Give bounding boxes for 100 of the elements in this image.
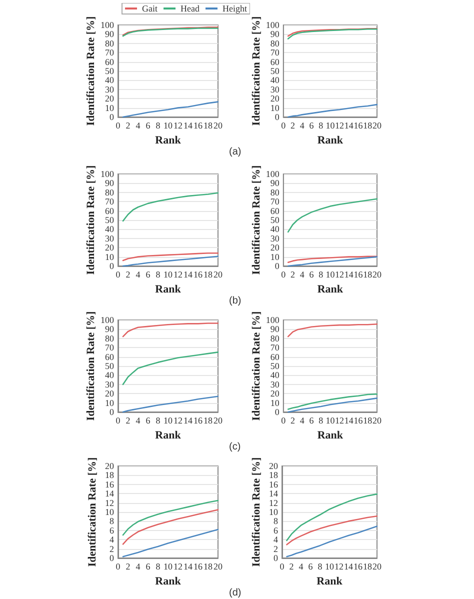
x-tick-label: 10 [164, 562, 173, 572]
x-tick-label: 14 [344, 270, 354, 280]
x-tick-label: 18 [363, 120, 373, 130]
y-tick-label: 20 [105, 388, 114, 399]
x-tick-label: 2 [290, 270, 296, 280]
line-series [122, 500, 219, 536]
y-tick-label: 0 [110, 407, 114, 417]
x-tick-label: 8 [156, 562, 161, 572]
line-series [122, 528, 219, 558]
x-tick-label: 16 [194, 270, 203, 280]
y-tick-label: 10 [105, 102, 114, 113]
legend-label: Head [180, 4, 200, 14]
x-tick-label: 2 [126, 562, 130, 572]
x-tick-label: 20 [214, 270, 223, 280]
y-tick-label: 16 [269, 479, 278, 490]
x-axis-title: Rank [155, 134, 182, 146]
x-tick-label: 10 [325, 562, 334, 572]
y-tick-label: 12 [269, 498, 278, 508]
y-tick-label: 20 [105, 461, 114, 471]
x-tick-label: 2 [290, 120, 296, 130]
y-tick-label: 0 [274, 553, 278, 563]
y-tick-label: 20 [105, 94, 114, 104]
x-axis-title: Rank [317, 283, 344, 296]
line-series [122, 252, 219, 262]
x-tick-label: 0 [281, 120, 286, 130]
y-tick-label: 40 [270, 224, 280, 234]
x-tick-label: 12 [174, 120, 182, 130]
x-tick-label: 14 [184, 120, 193, 130]
line-series [287, 393, 378, 410]
x-tick-label: 6 [308, 562, 314, 572]
y-tick-label: 8 [110, 516, 114, 526]
x-tick-label: 8 [318, 416, 324, 426]
x-tick-label: 4 [136, 270, 141, 280]
y-tick-label: 80 [105, 187, 114, 198]
y-tick-label: 30 [105, 379, 114, 390]
y-tick-label: 10 [105, 252, 114, 262]
y-tick-label: 60 [270, 56, 280, 67]
line-series [122, 256, 219, 267]
y-tick-label: 14 [105, 488, 114, 499]
y-tick-label: 40 [270, 75, 280, 86]
line-series [287, 28, 378, 40]
y-tick-label: 10 [105, 398, 114, 408]
x-axis-title: Rank [155, 575, 182, 588]
legend-label: Height [222, 4, 248, 14]
x-tick-label: 4 [298, 562, 304, 572]
y-tick-label: 40 [270, 370, 280, 380]
y-tick-label: 12 [105, 498, 114, 508]
x-tick-label: 14 [344, 416, 354, 426]
y-axis-title: Identification Rate [%] [85, 311, 98, 421]
y-tick-label: 0 [274, 112, 280, 122]
y-tick-label: 18 [269, 470, 278, 480]
x-tick-label: 18 [204, 120, 213, 130]
y-tick-label: 60 [270, 206, 280, 216]
y-tick-label: 90 [270, 29, 280, 40]
x-tick-label: 10 [326, 270, 336, 280]
x-tick-label: 20 [214, 562, 223, 572]
x-tick-label: 8 [318, 562, 323, 572]
x-tick-label: 2 [126, 120, 130, 130]
x-tick-label: 16 [354, 416, 364, 426]
y-tick-label: 6 [110, 525, 114, 536]
y-tick-label: 80 [105, 333, 114, 344]
text: (a) [229, 146, 242, 158]
x-tick-label: 20 [372, 270, 382, 280]
y-tick-label: 6 [274, 525, 278, 536]
y-tick-label: 20 [270, 388, 280, 399]
line-series [122, 509, 219, 545]
x-tick-label: 2 [289, 562, 294, 572]
x-tick-label: 18 [363, 416, 373, 426]
line-series [287, 256, 378, 267]
y-tick-label: 40 [105, 370, 114, 380]
y-tick-label: 10 [105, 507, 114, 517]
x-tick-label: 14 [344, 562, 354, 572]
x-tick-label: 6 [309, 416, 314, 426]
x-tick-label: 10 [326, 416, 336, 426]
line-series [286, 493, 378, 542]
x-tick-label: 14 [184, 562, 193, 572]
y-tick-label: 60 [270, 352, 280, 362]
x-tick-label: 2 [126, 416, 130, 426]
x-tick-label: 8 [156, 120, 161, 130]
x-tick-label: 4 [136, 416, 141, 426]
y-tick-label: 14 [269, 488, 278, 499]
y-tick-label: 4 [110, 534, 114, 545]
y-tick-label: 4 [274, 534, 278, 545]
x-tick-label: 2 [126, 270, 130, 280]
y-tick-label: 50 [270, 361, 280, 371]
x-tick-label: 12 [174, 562, 182, 572]
y-axis-title: Identification Rate [%] [250, 16, 262, 126]
y-tick-label: 100 [266, 20, 280, 30]
line-series [122, 101, 219, 118]
x-tick-label: 16 [194, 416, 203, 426]
y-tick-label: 90 [105, 29, 114, 40]
y-tick-label: 50 [105, 215, 114, 225]
y-tick-label: 100 [100, 169, 114, 179]
line-series [122, 322, 219, 338]
y-axis-title: Identification Rate [%] [85, 165, 98, 275]
x-axis-title: Rank [155, 283, 182, 296]
y-tick-label: 20 [269, 461, 278, 471]
y-tick-label: 8 [274, 516, 278, 526]
x-tick-label: 12 [174, 270, 182, 280]
y-tick-label: 90 [105, 178, 114, 188]
